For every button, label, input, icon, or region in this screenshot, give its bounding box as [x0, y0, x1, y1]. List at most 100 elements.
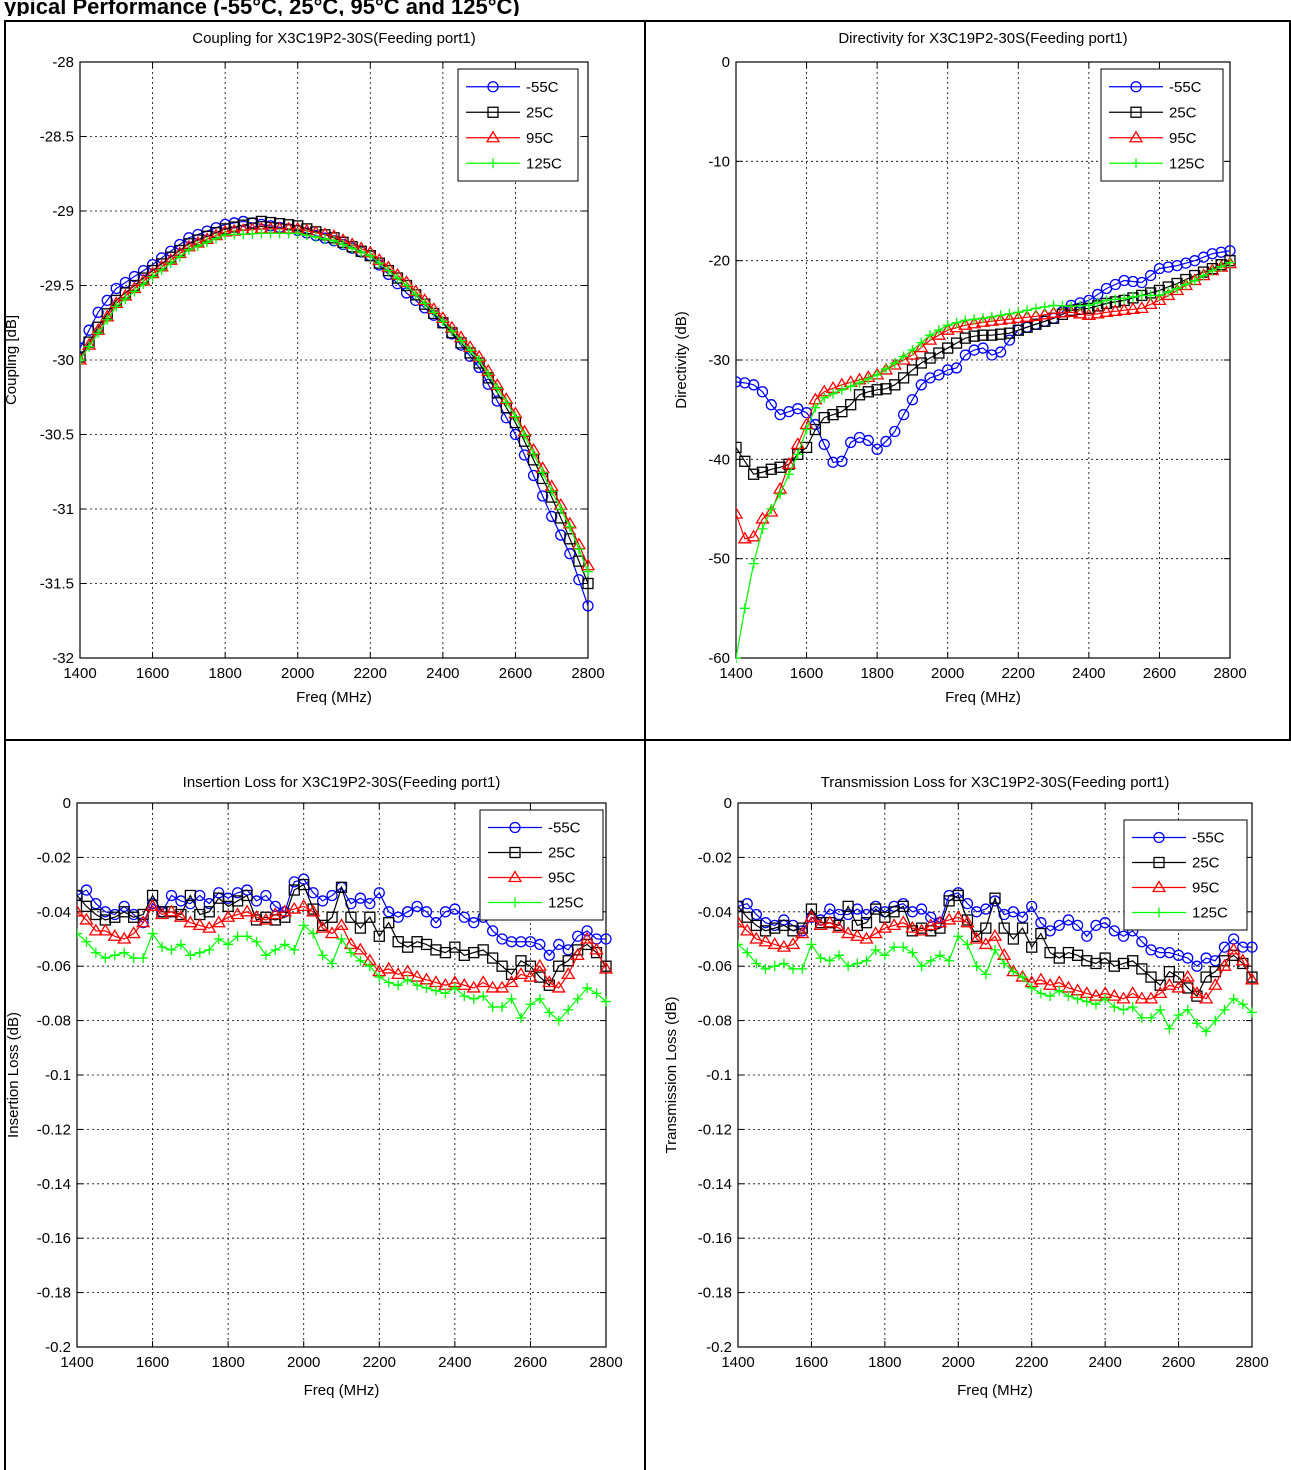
data-point [1110, 294, 1121, 305]
data-point [355, 955, 366, 966]
data-point [1209, 955, 1221, 967]
data-point [831, 920, 847, 933]
data-point [776, 939, 792, 952]
data-point [98, 923, 113, 936]
data-point [958, 317, 973, 330]
data-point [478, 991, 489, 1002]
data-point [393, 980, 404, 991]
legend-box [479, 809, 604, 921]
data-point [543, 949, 555, 961]
data-point [969, 314, 980, 325]
data-point [933, 369, 945, 381]
data-point [1237, 941, 1249, 953]
data-point [546, 510, 558, 523]
data-point [1125, 302, 1141, 314]
data-point [1209, 965, 1221, 978]
data-point [977, 329, 989, 341]
data-point [146, 258, 159, 271]
data-point [960, 315, 971, 326]
x-tick-label: 1800 [211, 1354, 244, 1371]
data-point [365, 250, 376, 261]
data-point [279, 939, 290, 950]
data-point [1013, 307, 1024, 318]
data-point [916, 337, 927, 348]
data-point [1007, 933, 1020, 945]
data-point [509, 428, 522, 441]
plot-frame [76, 802, 607, 1348]
data-point [769, 961, 780, 972]
data-point [819, 392, 830, 403]
legend: -55C 25C 95C 125C [479, 809, 604, 921]
data-point [316, 919, 329, 932]
data-point [192, 918, 207, 931]
data-point [850, 929, 865, 941]
data-point [961, 897, 974, 910]
data-point [504, 975, 519, 988]
data-point [915, 903, 928, 915]
data-point [862, 434, 874, 447]
data-point [246, 217, 259, 229]
data-point [81, 936, 92, 947]
data-point [775, 489, 786, 500]
data-point [583, 566, 593, 577]
y-tick-label: -20 [708, 253, 730, 270]
data-point [747, 468, 760, 480]
data-point [184, 897, 197, 910]
x-tick-label: 1800 [208, 665, 241, 682]
y-tick-label: -0.14 [37, 1176, 71, 1193]
data-point [242, 931, 253, 942]
data-point [1226, 942, 1241, 955]
data-point [748, 558, 759, 569]
x-tick-label: 1400 [719, 665, 752, 682]
data-point [456, 335, 466, 346]
y-tick-label: -0.18 [37, 1285, 71, 1302]
data-point [513, 967, 529, 980]
data-point [347, 243, 358, 254]
y-tick-label: -0.06 [37, 958, 71, 975]
data-point [401, 280, 412, 291]
data-point [1127, 1002, 1138, 1012]
data-point [1127, 275, 1139, 288]
data-point [872, 369, 883, 380]
data-point [459, 991, 470, 1002]
data-point [310, 232, 321, 243]
x-tick-label: 2000 [287, 1354, 320, 1371]
data-point [1206, 248, 1219, 260]
y-tick-label: -0.16 [698, 1230, 732, 1247]
x-tick-label: 2600 [514, 1354, 547, 1371]
data-point [582, 600, 594, 612]
data-point [381, 961, 396, 974]
data-point [126, 926, 141, 939]
frame-middle-horizontal [4, 739, 1291, 741]
data-point [871, 384, 883, 396]
legend-marker [1153, 856, 1165, 869]
transmission-loss-chart: 1400 1600 1800 2000 2200 2400 2600 2800 -0.2 -0.1… [663, 774, 1269, 1399]
data-point [1118, 1004, 1129, 1015]
x-tick-label: 2000 [931, 665, 964, 682]
y-tick-label: -0.06 [698, 958, 732, 975]
y-tick-label: -0.1 [45, 1067, 71, 1084]
data-point [505, 968, 518, 981]
data-point [223, 939, 234, 950]
data-point [440, 988, 451, 999]
data-point [1081, 996, 1092, 1007]
data-point [92, 306, 104, 318]
data-point [510, 411, 521, 422]
data-point [949, 320, 964, 333]
data-point [880, 363, 891, 374]
data-point [353, 942, 368, 955]
data-point [383, 265, 394, 276]
data-point [787, 925, 799, 937]
page-heading: ypical Performance (-55°C, 25°C, 95°C an… [4, 0, 520, 16]
data-point [174, 251, 185, 262]
data-point [523, 969, 538, 982]
data-point [863, 373, 874, 384]
data-point [428, 307, 439, 318]
y-tick-label: -0.18 [698, 1285, 732, 1302]
data-point [308, 928, 319, 939]
data-point [555, 504, 566, 514]
y-tick-label: -0.12 [698, 1121, 732, 1138]
x-tick-label: 1400 [60, 1354, 93, 1371]
data-point [1030, 318, 1042, 330]
data-point [1030, 303, 1041, 314]
